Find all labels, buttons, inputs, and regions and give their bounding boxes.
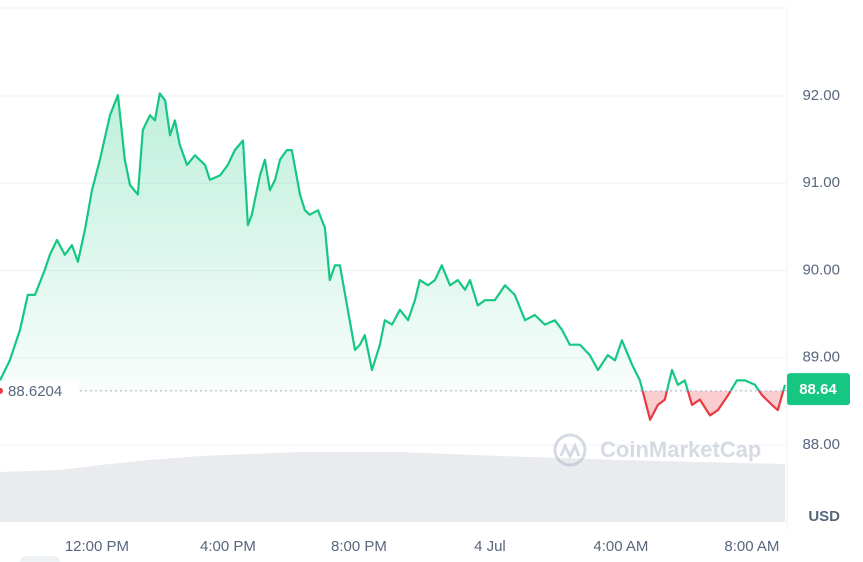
range-button[interactable]	[20, 556, 60, 562]
x-tick-label: 4:00 AM	[593, 538, 648, 555]
x-tick-label: 8:00 AM	[724, 538, 779, 555]
price-line	[0, 92, 787, 421]
unit-label: USD	[808, 508, 840, 525]
volume	[0, 452, 785, 522]
y-tick-label: 91.00	[802, 174, 840, 191]
y-tick-label: 90.00	[802, 261, 840, 278]
x-tick-label: 12:00 PM	[65, 538, 129, 555]
baseline-label-bg	[0, 380, 78, 401]
x-tick-label: 4:00 PM	[200, 538, 256, 555]
baseline-label: 88.6204	[8, 383, 62, 400]
area	[0, 93, 785, 420]
x-tick-label: 8:00 PM	[331, 538, 387, 555]
y-tick-label: 88.00	[802, 436, 840, 453]
watermark-text: CoinMarketCap	[600, 437, 761, 462]
last-price-box	[787, 373, 850, 406]
baseline-dot	[0, 387, 3, 394]
x-tick-label: 4 Jul	[474, 538, 506, 555]
last-price-label: 88.64	[799, 381, 837, 398]
y-tick-label: 92.00	[802, 87, 840, 104]
watermark: CoinMarketCap	[553, 433, 761, 467]
y-tick-label: 89.00	[802, 349, 840, 366]
